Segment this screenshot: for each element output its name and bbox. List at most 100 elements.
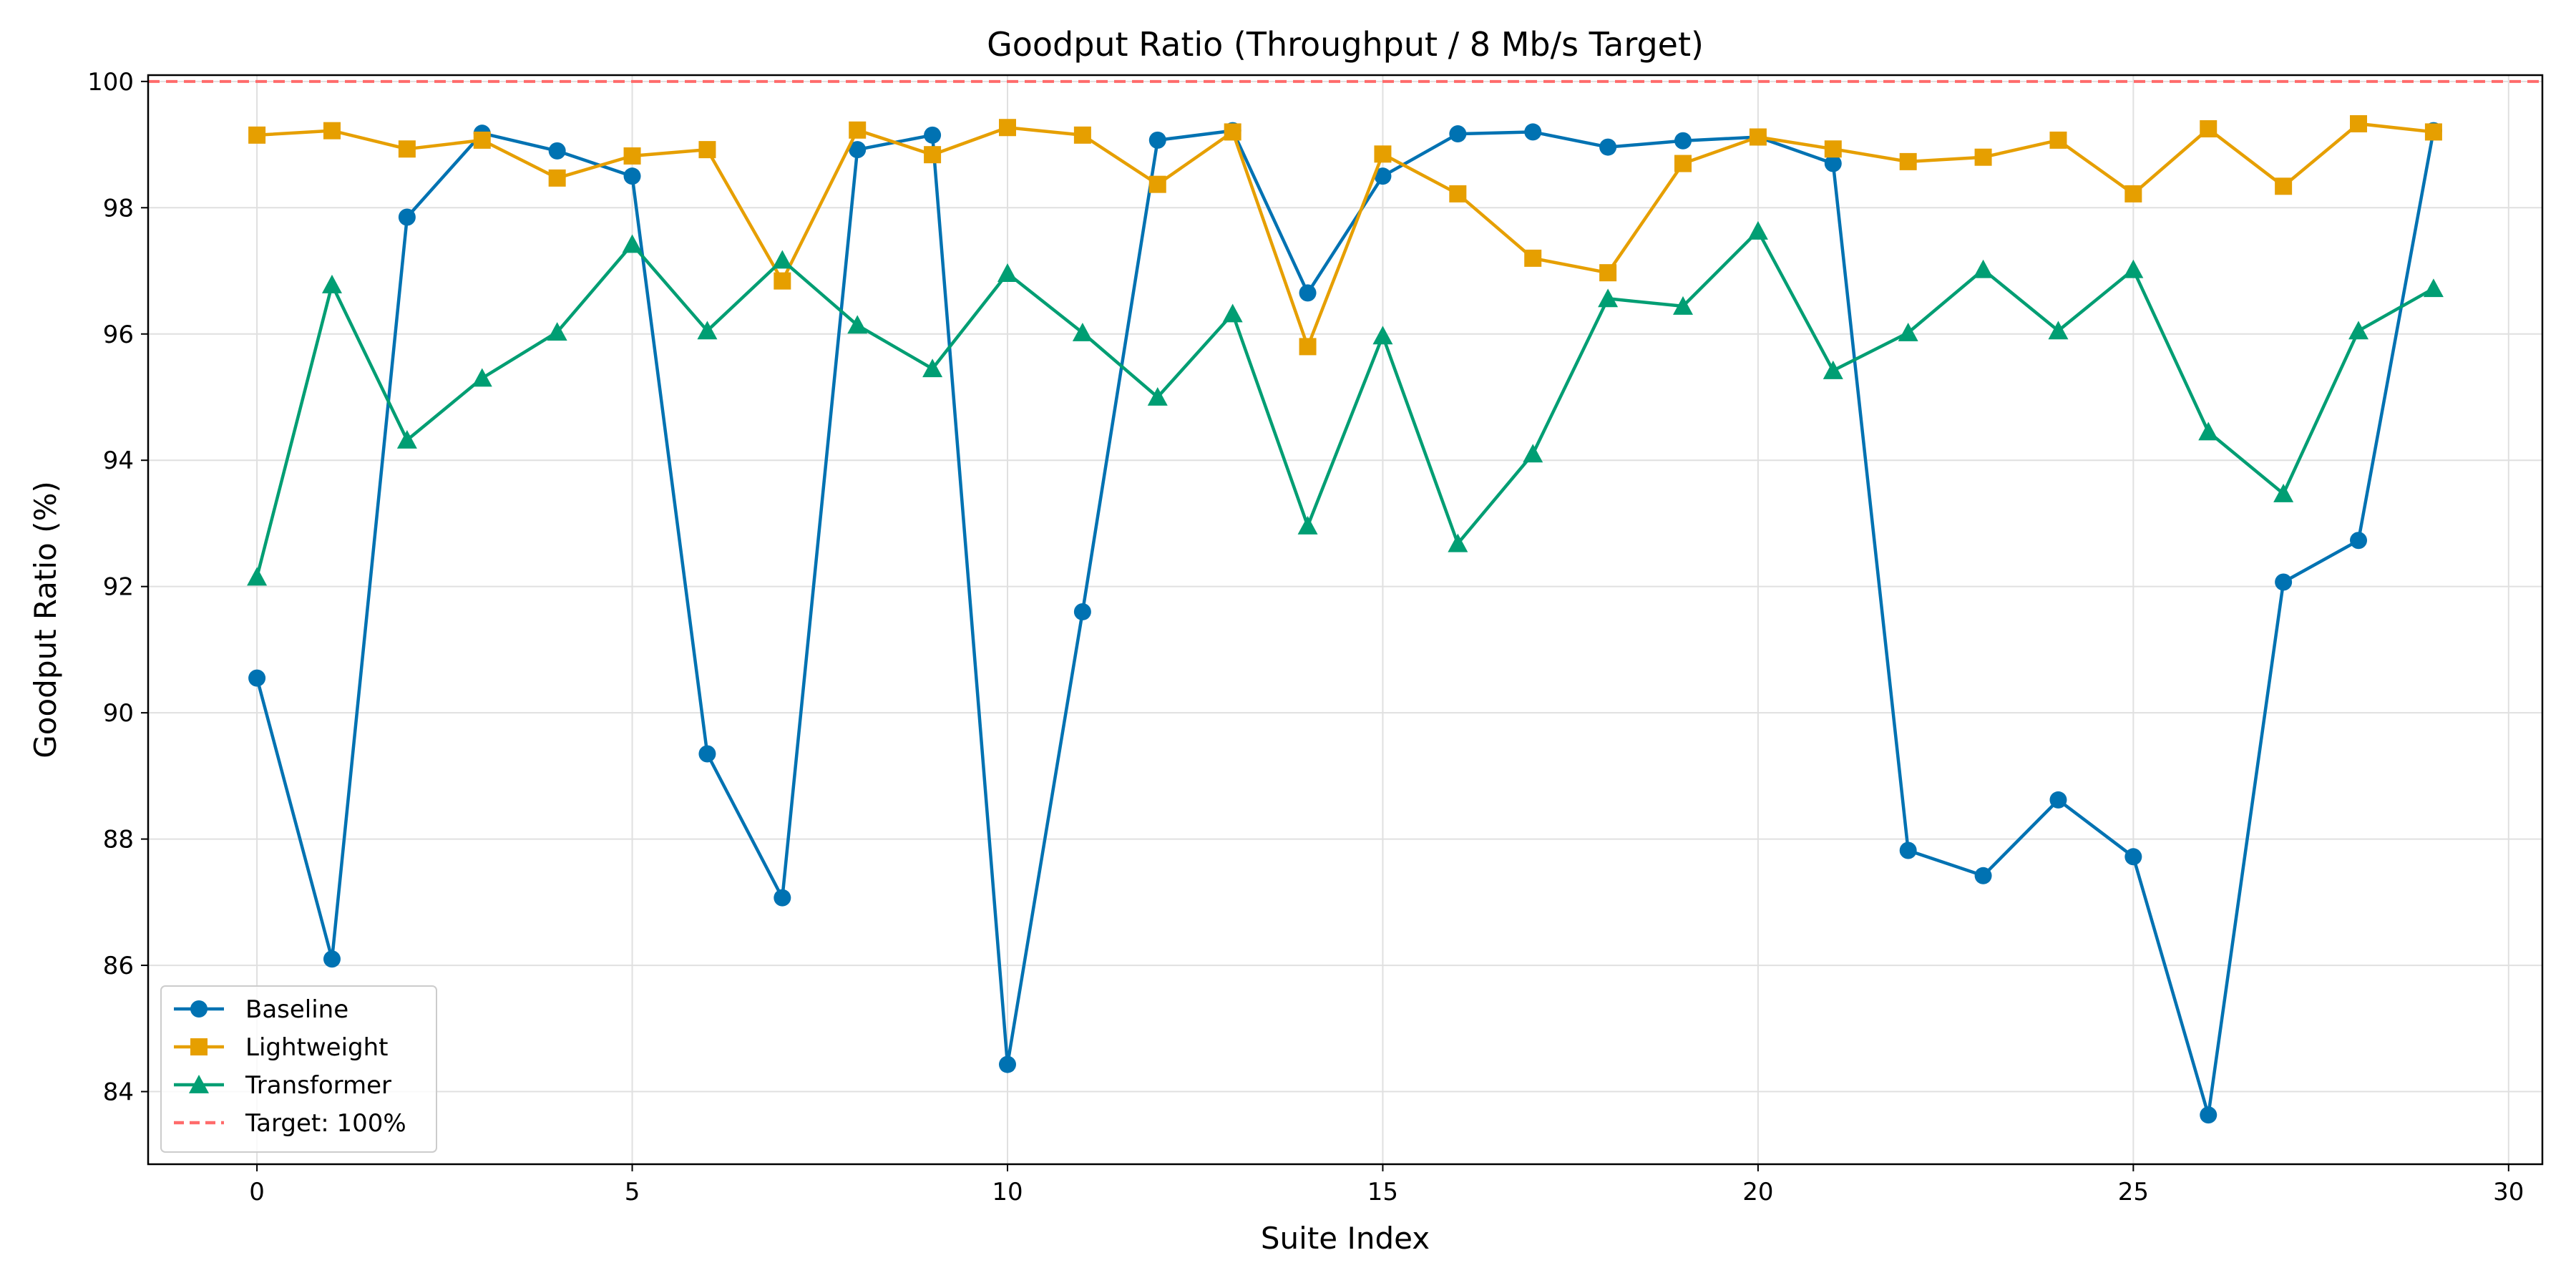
lightweight-point — [1449, 185, 1467, 203]
lightweight-point — [2424, 123, 2442, 141]
baseline-point — [2124, 848, 2142, 866]
transformer-point — [1823, 360, 1843, 379]
baseline-point — [774, 889, 791, 907]
lightweight-point — [774, 272, 791, 290]
baseline-point — [623, 167, 641, 185]
axis-ticks: 0 5 10 15 20 25 30 84 86 88 90 92 94 96 98 100 — [87, 68, 2524, 1206]
transformer-point — [847, 315, 868, 334]
x-tick-label: 5 — [625, 1178, 640, 1206]
legend-entry-lightweight: Lightweight — [174, 1033, 388, 1062]
lightweight-point — [2200, 119, 2218, 137]
transformer-point — [697, 321, 718, 340]
transformer-point — [1747, 220, 1768, 240]
transformer-point — [321, 274, 342, 293]
legend-marker — [190, 1000, 208, 1018]
lightweight-point — [248, 126, 266, 144]
transformer-point — [1448, 533, 1468, 552]
lightweight-point — [623, 147, 641, 165]
transformer-point — [1898, 322, 1918, 341]
series-transformer — [247, 220, 2444, 586]
transformer-point — [2348, 321, 2369, 340]
lightweight-point — [2350, 114, 2368, 132]
lightweight-point — [323, 122, 341, 140]
lightweight-point — [2275, 177, 2293, 195]
transformer-point — [247, 567, 268, 586]
baseline-point — [323, 950, 341, 968]
legend: Baseline Lightweight Transformer Target: 10… — [160, 985, 437, 1153]
lightweight-point — [1374, 145, 1392, 163]
baseline-point — [2275, 573, 2293, 591]
baseline-point — [1148, 131, 1166, 149]
legend-entry-baseline: Baseline — [174, 995, 348, 1024]
x-axis-title: Suite Index — [1261, 1221, 1430, 1256]
transformer-line — [255, 229, 2435, 577]
lightweight-point — [998, 119, 1016, 137]
x-tick-label: 10 — [992, 1178, 1023, 1206]
transformer-point — [1673, 296, 1694, 315]
baseline-point — [1449, 125, 1467, 143]
plot-frame — [147, 74, 2544, 1166]
legend-label: Lightweight — [245, 1033, 388, 1062]
transformer-point — [1072, 322, 1093, 341]
y-tick-label: 84 — [103, 1078, 134, 1107]
baseline-point — [548, 142, 566, 160]
lightweight-point — [2124, 185, 2142, 203]
baseline-point — [248, 669, 266, 687]
y-axis-title: Goodput Ratio (%) — [28, 481, 63, 758]
baseline-point — [1073, 602, 1091, 620]
lightweight-point — [1974, 148, 1992, 166]
legend-box — [160, 985, 437, 1153]
baseline-point — [1974, 867, 1992, 884]
lightweight-point — [849, 121, 867, 139]
x-tick-label: 15 — [1367, 1178, 1398, 1206]
transformer-point — [1297, 515, 1318, 535]
baseline-point — [1674, 132, 1692, 150]
transformer-point — [997, 263, 1018, 282]
lightweight-point — [1073, 126, 1091, 144]
legend-marker — [190, 1038, 208, 1055]
baseline-point — [2200, 1106, 2218, 1124]
y-tick-label: 90 — [103, 699, 134, 728]
lightweight-point — [1524, 249, 1542, 267]
y-tick-label: 98 — [103, 194, 134, 223]
y-tick-label: 96 — [103, 321, 134, 349]
lightweight-point — [1749, 128, 1767, 146]
lightweight-point — [2049, 131, 2067, 149]
baseline-point — [998, 1055, 1016, 1073]
lightweight-point — [1299, 338, 1317, 356]
chart-title: Goodput Ratio (Throughput / 8 Mb/s Targe… — [987, 25, 1704, 64]
lightweight-line — [256, 122, 2434, 348]
transformer-point — [1523, 444, 1543, 463]
baseline-point — [398, 208, 416, 226]
legend-marker — [189, 1075, 209, 1093]
x-tick-label: 30 — [2493, 1178, 2524, 1206]
baseline-point — [1824, 155, 1842, 172]
transformer-point — [2423, 278, 2444, 298]
transformer-point — [1372, 326, 1393, 345]
transformer-point — [472, 368, 492, 387]
lightweight-point — [1224, 123, 1241, 141]
legend-entry-target-100: Target: 100% — [174, 1109, 406, 1138]
transformer-point — [396, 429, 417, 449]
transformer-point — [2273, 483, 2294, 502]
transformer-point — [2048, 321, 2069, 340]
baseline-point — [924, 126, 942, 144]
series-group — [247, 114, 2444, 1124]
legend-label: Transformer — [245, 1071, 391, 1100]
transformer-point — [2198, 421, 2219, 441]
transformer-point — [772, 250, 793, 269]
transformer-point — [1147, 386, 1168, 406]
lightweight-point — [1899, 152, 1917, 170]
x-tick-label: 25 — [2118, 1178, 2149, 1206]
y-tick-label: 88 — [103, 826, 134, 854]
series-lightweight — [248, 114, 2442, 356]
lightweight-point — [548, 169, 566, 187]
baseline-point — [698, 745, 716, 763]
lightweight-point — [924, 146, 942, 164]
legend-entry-transformer: Transformer — [174, 1071, 391, 1100]
baseline-point — [1299, 284, 1317, 302]
transformer-point — [547, 322, 567, 341]
y-tick-label: 86 — [103, 952, 134, 980]
y-tick-label: 92 — [103, 573, 134, 602]
baseline-point — [849, 141, 867, 159]
